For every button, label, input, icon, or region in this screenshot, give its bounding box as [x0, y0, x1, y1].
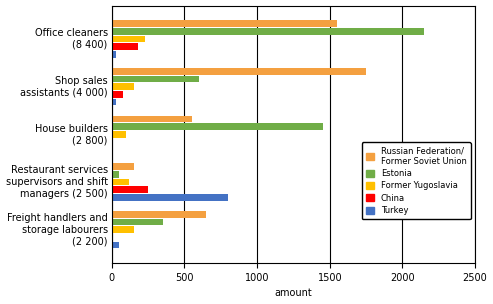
Bar: [112, 186, 148, 193]
X-axis label: amount: amount: [275, 288, 313, 299]
Bar: [112, 116, 192, 123]
Bar: [112, 226, 134, 233]
Bar: [112, 68, 366, 75]
Bar: [112, 164, 134, 170]
Bar: [112, 219, 163, 226]
Bar: [112, 146, 113, 153]
Bar: [112, 83, 134, 90]
Bar: [112, 211, 206, 218]
Bar: [112, 91, 123, 98]
Bar: [112, 194, 228, 201]
Bar: [112, 242, 119, 248]
Legend: Russian Federation/
Former Soviet Union, Estonia, Former Yugoslavia, China, Turk: Russian Federation/ Former Soviet Union,…: [362, 142, 471, 219]
Bar: [112, 76, 199, 82]
Bar: [112, 51, 116, 57]
Bar: [112, 36, 145, 42]
Bar: [112, 123, 322, 130]
Bar: [112, 179, 129, 185]
Bar: [112, 20, 337, 27]
Bar: [112, 28, 424, 35]
Bar: [112, 171, 119, 178]
Bar: [112, 98, 116, 105]
Bar: [112, 131, 126, 138]
Bar: [112, 43, 138, 50]
